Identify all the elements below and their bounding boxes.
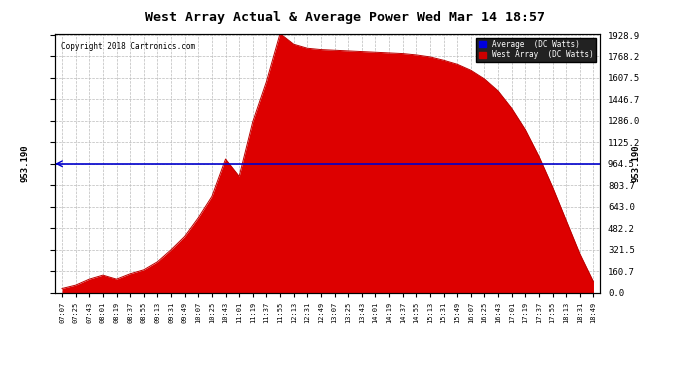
Text: 953.190: 953.190 xyxy=(631,144,640,182)
Text: 953.190: 953.190 xyxy=(21,144,30,182)
Legend: Average  (DC Watts), West Array  (DC Watts): Average (DC Watts), West Array (DC Watts… xyxy=(476,38,596,62)
Text: West Array Actual & Average Power Wed Mar 14 18:57: West Array Actual & Average Power Wed Ma… xyxy=(145,11,545,24)
Text: Copyright 2018 Cartronics.com: Copyright 2018 Cartronics.com xyxy=(61,42,195,51)
